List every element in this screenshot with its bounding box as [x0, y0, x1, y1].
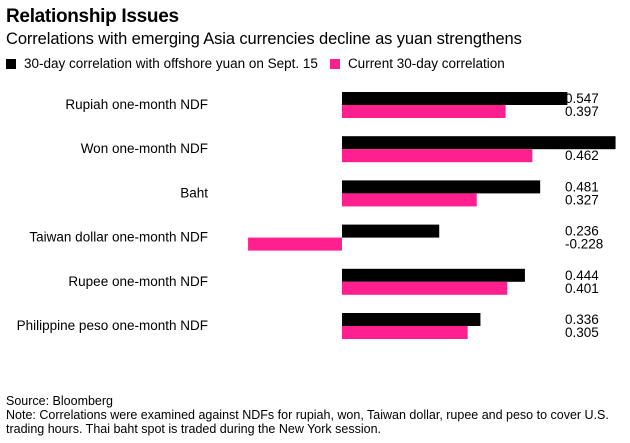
- bar-current: [342, 105, 506, 118]
- source-note: Source: Bloomberg: [6, 394, 114, 408]
- category-label: Philippine peso one-month NDF: [17, 318, 208, 333]
- bar-sept15: [342, 224, 440, 238]
- bar-current: [342, 193, 477, 207]
- bar-current: [342, 326, 468, 339]
- bar-current: [342, 281, 508, 295]
- footnote: Note: Correlations were examined against…: [6, 408, 609, 436]
- legend-item-current: Current 30-day correlation: [329, 56, 505, 71]
- bar-sept15: [342, 92, 568, 105]
- legend-swatch-current: [329, 58, 340, 69]
- bar-sept15: [342, 268, 525, 282]
- data-label: 0.481: [565, 179, 599, 194]
- category-label: Won one-month NDF: [81, 141, 208, 156]
- bar-sept15: [342, 313, 481, 326]
- legend-label-sept15: 30-day correlation with offshore yuan on…: [24, 56, 318, 71]
- category-label: Taiwan dollar one-month NDF: [29, 230, 208, 245]
- data-label: 0.547: [565, 91, 599, 106]
- data-label: 0.236: [565, 224, 599, 239]
- bar-sept15: [342, 136, 616, 150]
- chart-subtitle: Correlations with emerging Asia currenci…: [6, 30, 522, 48]
- footer: Source: Bloomberg Note: Correlations wer…: [6, 394, 626, 436]
- chart-title: Relationship Issues: [6, 6, 179, 27]
- bar-current: [342, 149, 533, 163]
- category-label: Rupee one-month NDF: [68, 274, 208, 289]
- data-label: 0.462: [565, 148, 599, 163]
- data-label: 0.336: [565, 312, 599, 327]
- bar-current: [248, 237, 342, 251]
- category-label: Baht: [180, 185, 208, 200]
- legend: 30-day correlation with offshore yuan on…: [6, 56, 517, 71]
- legend-item-sept15: 30-day correlation with offshore yuan on…: [6, 56, 318, 71]
- data-label: 0.305: [565, 325, 599, 340]
- data-label: 0.327: [565, 192, 599, 207]
- data-label: 0.397: [565, 104, 599, 119]
- category-label: Rupiah one-month NDF: [65, 97, 208, 112]
- data-label: 0.401: [565, 281, 599, 296]
- data-label: 0.444: [565, 268, 599, 283]
- bar-sept15: [342, 180, 541, 194]
- data-label: -0.228: [565, 237, 603, 252]
- legend-label-current: Current 30-day correlation: [347, 56, 505, 71]
- legend-swatch-sept15: [6, 58, 16, 69]
